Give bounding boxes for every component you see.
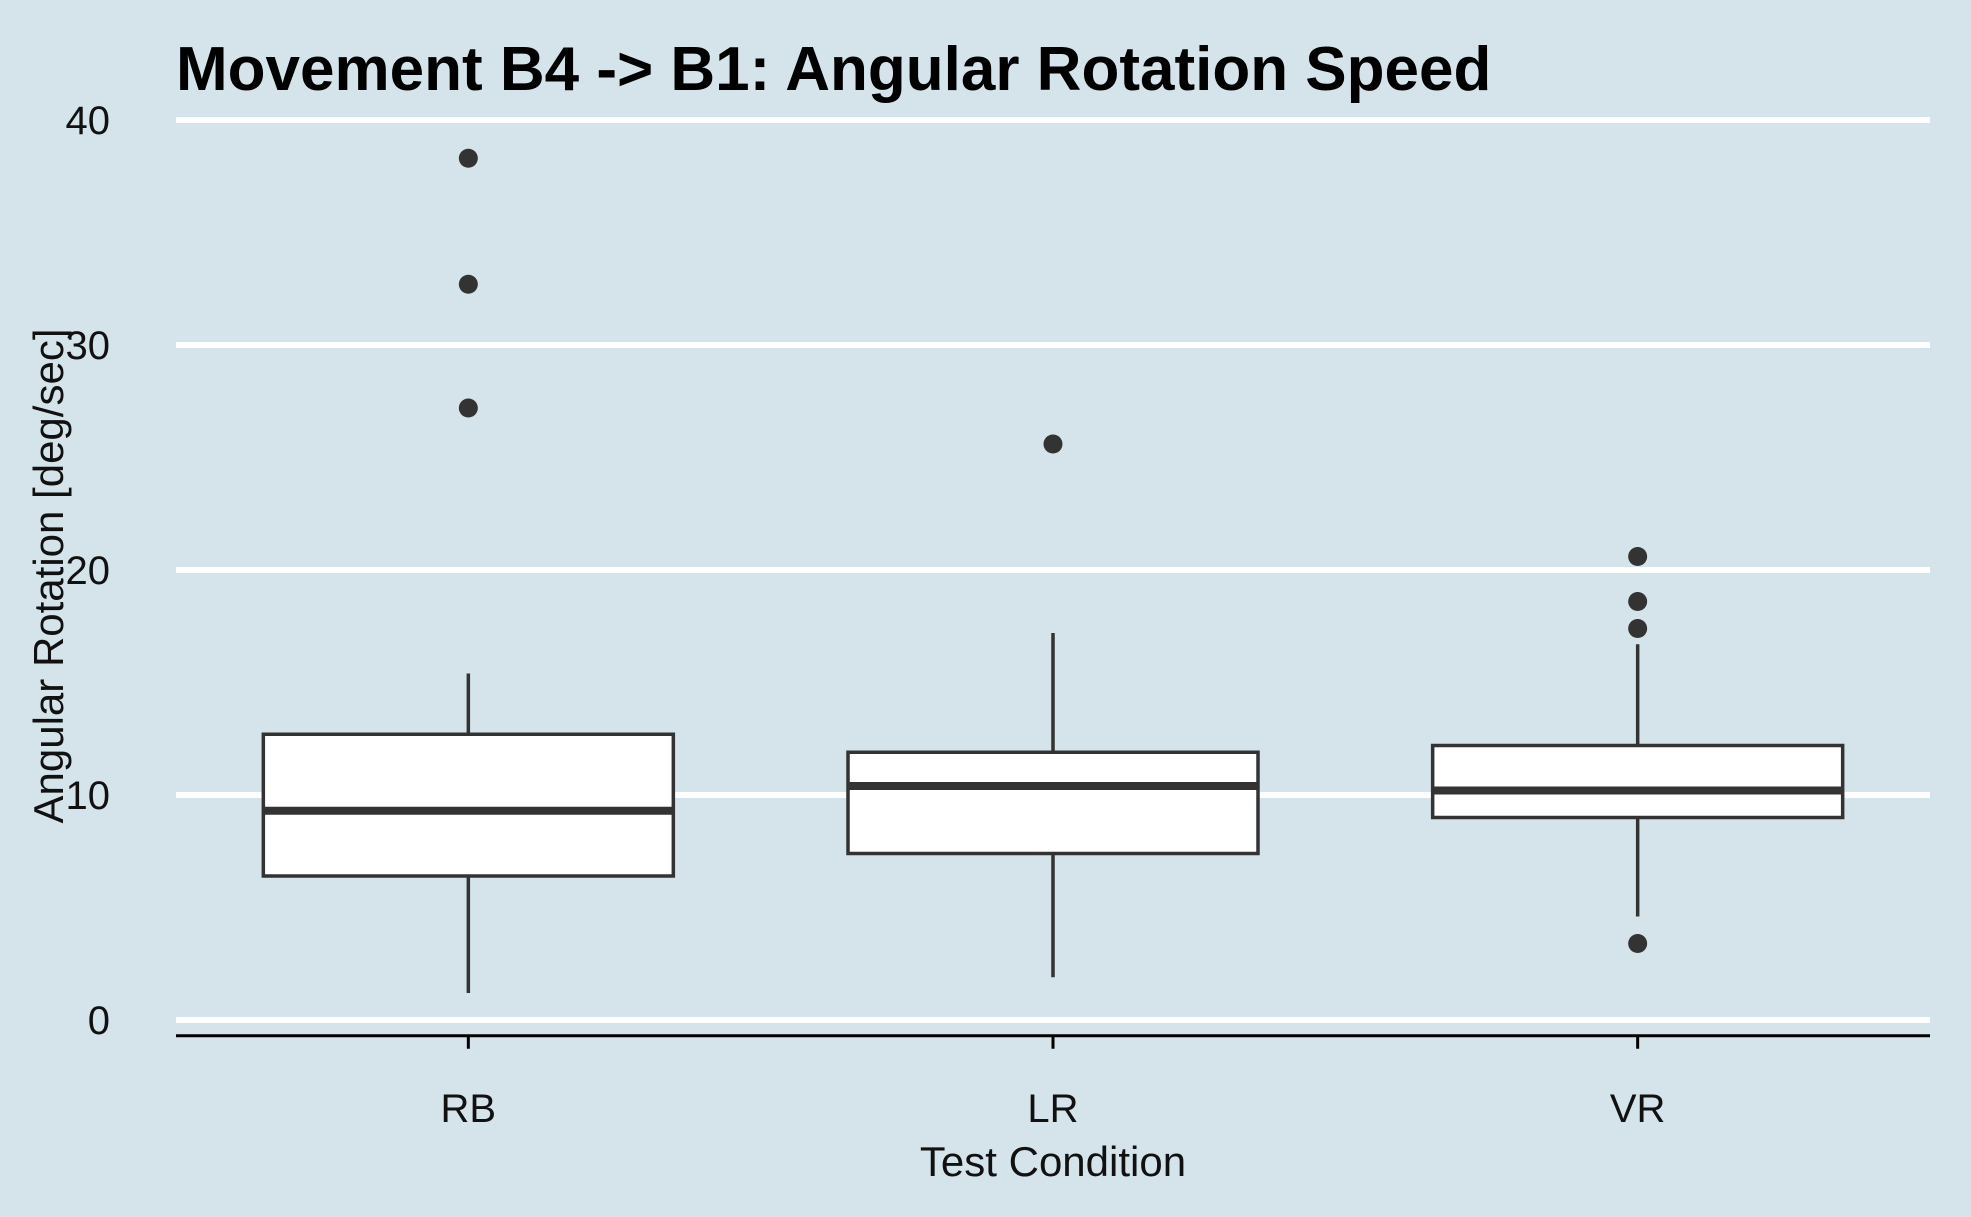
tick-labels: 0 10 20 30 40 RB LR VR xyxy=(66,99,1666,1131)
x-tick-label-VR: VR xyxy=(1610,1087,1666,1131)
box-marks xyxy=(261,148,1845,993)
chart-title: Movement B4 -> B1: Angular Rotation Spee… xyxy=(176,35,1491,104)
y-tick-label-40: 40 xyxy=(66,99,111,143)
outlier-RB-1 xyxy=(458,398,478,418)
x-tick-label-RB: RB xyxy=(441,1087,497,1131)
y-tick-label-0: 0 xyxy=(88,999,110,1043)
outlier-VR-2 xyxy=(1628,619,1648,638)
outlier-RB-2 xyxy=(458,274,478,294)
outlier-LR-1 xyxy=(1043,434,1063,454)
outlier-VR-1 xyxy=(1628,934,1648,953)
x-axis xyxy=(176,1034,1930,1049)
x-tick-label-LR: LR xyxy=(1027,1087,1078,1131)
y-tick-label-30: 30 xyxy=(66,324,111,368)
box-RB xyxy=(261,732,676,878)
y-axis-title: Angular Rotation [deg/sec] xyxy=(25,329,72,824)
outlier-VR-3 xyxy=(1628,592,1648,611)
box-LR xyxy=(846,750,1260,856)
box-VR xyxy=(1430,743,1845,820)
outlier-RB-3 xyxy=(458,148,478,168)
y-tick-label-10: 10 xyxy=(66,774,111,818)
outlier-VR-4 xyxy=(1628,547,1648,566)
y-tick-label-20: 20 xyxy=(66,549,111,593)
x-axis-title: Test Condition xyxy=(920,1138,1186,1185)
